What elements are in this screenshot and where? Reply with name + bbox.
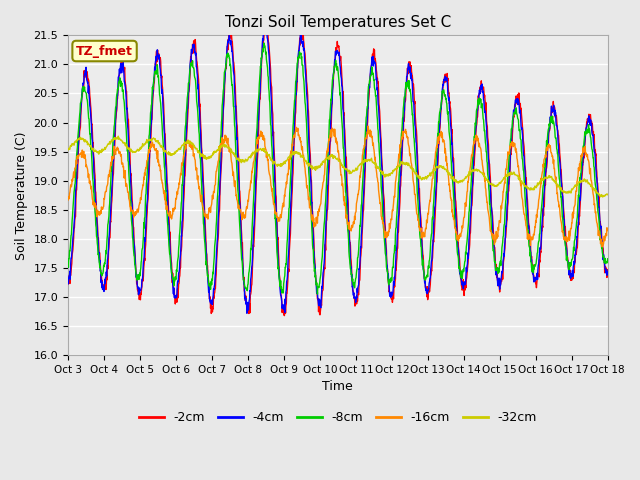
Y-axis label: Soil Temperature (C): Soil Temperature (C) xyxy=(15,131,28,260)
Title: Tonzi Soil Temperatures Set C: Tonzi Soil Temperatures Set C xyxy=(225,15,451,30)
Text: TZ_fmet: TZ_fmet xyxy=(76,45,133,58)
X-axis label: Time: Time xyxy=(323,381,353,394)
Legend: -2cm, -4cm, -8cm, -16cm, -32cm: -2cm, -4cm, -8cm, -16cm, -32cm xyxy=(134,406,542,429)
